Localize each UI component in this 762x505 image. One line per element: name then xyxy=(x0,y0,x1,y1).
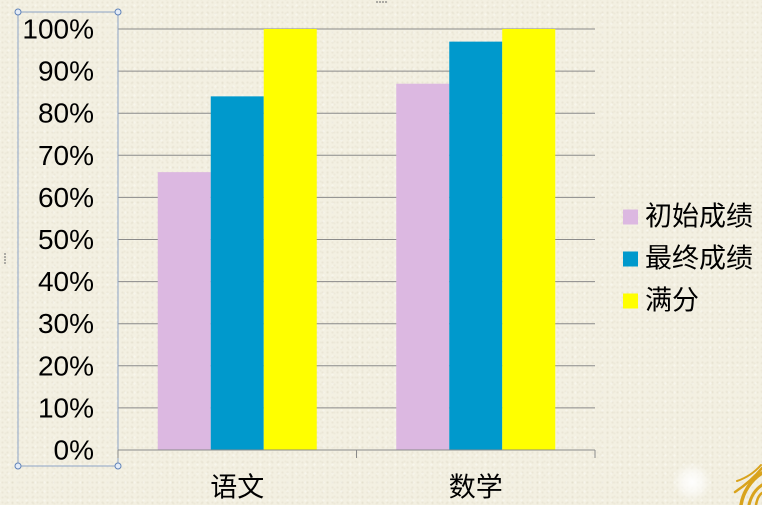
y-tick-label: 70% xyxy=(38,140,94,171)
y-tick-label: 60% xyxy=(38,182,94,213)
bar-series-2-category-2[interactable] xyxy=(449,41,503,450)
resize-handle-bottom-left[interactable] xyxy=(14,462,22,470)
chart-frame-handle-top[interactable] xyxy=(376,1,387,3)
legend-label: 满分 xyxy=(645,286,699,317)
y-tick-label: 40% xyxy=(38,266,94,297)
vertical-axis[interactable]: 0% 10% 20% 30% 40% 50% 60% 70% 80% 90% 100% xyxy=(14,8,122,470)
x-tick-label: 语文 xyxy=(210,473,264,504)
resize-handle-top-left[interactable] xyxy=(14,8,22,16)
legend-marker xyxy=(623,251,638,267)
category-axis[interactable]: 语文 数学 xyxy=(117,449,596,504)
y-tick-label: 90% xyxy=(38,56,94,87)
vertical-axis-labels: 0% 10% 20% 30% 40% 50% 60% 70% 80% 90% 100% xyxy=(22,14,94,466)
x-tick-label: 数学 xyxy=(449,473,503,504)
y-tick-label: 80% xyxy=(38,98,94,129)
bar-series-1-category-2[interactable] xyxy=(396,83,450,450)
legend-item[interactable]: 初始成绩 xyxy=(623,202,753,233)
bar-series-3-category-1[interactable] xyxy=(263,29,317,450)
y-tick-label: 20% xyxy=(38,350,94,381)
y-tick-label: 100% xyxy=(22,14,94,45)
y-tick-label: 10% xyxy=(38,392,94,423)
y-tick-label: 0% xyxy=(54,435,94,466)
y-tick-label: 50% xyxy=(38,224,94,255)
legend-marker xyxy=(623,209,638,225)
axis-selection-frame[interactable] xyxy=(14,8,122,470)
selection-box xyxy=(17,11,119,467)
y-tick-label: 30% xyxy=(38,308,94,339)
legend-label: 最终成绩 xyxy=(645,244,753,275)
golden-wing-logo-icon xyxy=(733,464,762,505)
legend-item[interactable]: 最终成绩 xyxy=(623,244,753,275)
light-glow xyxy=(672,462,712,502)
bar-series-2-category-1[interactable] xyxy=(210,96,264,451)
resize-handle-bottom-right[interactable] xyxy=(114,462,122,470)
bar-series-1-category-1[interactable] xyxy=(157,172,211,450)
plot-area-bars[interactable] xyxy=(157,29,556,451)
legend-item[interactable]: 满分 xyxy=(623,286,699,317)
bar-series-3-category-2[interactable] xyxy=(502,29,556,450)
chart-frame-handle-left[interactable] xyxy=(4,253,6,264)
legend-marker xyxy=(623,293,638,309)
legend-label: 初始成绩 xyxy=(645,202,753,233)
resize-handle-top-right[interactable] xyxy=(114,8,122,16)
